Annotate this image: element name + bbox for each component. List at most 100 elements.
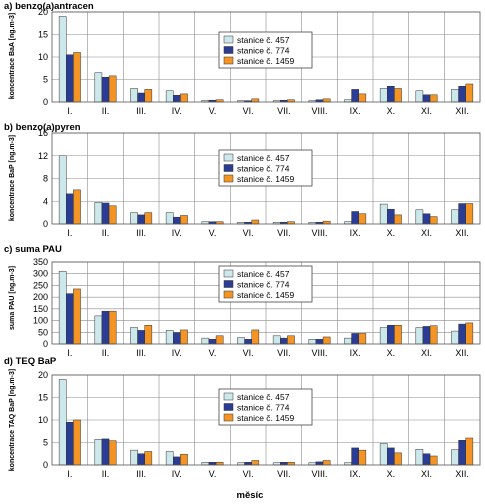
panel-b-bar (130, 212, 138, 225)
panel-a-bar (415, 90, 424, 103)
panel-d-bar (280, 462, 288, 466)
legend-swatch (223, 153, 234, 162)
panel-c-bar (237, 337, 245, 345)
panel-d-bar (108, 440, 117, 466)
panel-b-bar (101, 202, 110, 225)
legend-box (218, 31, 313, 69)
panel-d-bar (379, 443, 388, 466)
legend-label: stanice č. 774 (237, 46, 290, 56)
x-axis-title: měsíc (237, 490, 264, 501)
legend-swatch (223, 290, 234, 299)
panel-c-bar (287, 335, 295, 345)
panel-c-xtick: IV. (172, 348, 182, 358)
legend-swatch (223, 280, 234, 288)
panel-b-ytick: 12 (38, 151, 48, 161)
panel-c-ytick: 300 (33, 269, 48, 279)
panel-a-bar (351, 89, 359, 103)
panel-b-bar (137, 214, 145, 225)
panel-a-bar (387, 86, 395, 103)
legend-label: stanice č. 1459 (237, 56, 294, 66)
panel-c-bar (458, 323, 466, 345)
panel-c-bar (344, 337, 352, 345)
panel-d-xtick: I. (67, 469, 72, 479)
panel-b-bar (451, 209, 459, 225)
panel-c-bar (173, 332, 181, 345)
panel-a-bar (422, 94, 431, 103)
panel-a-bar (251, 98, 260, 103)
panel-b-bar (351, 211, 359, 225)
panel-b-xtick: VIII. (311, 228, 327, 238)
panel-b-xtick: VI. (243, 228, 254, 238)
panel-d-bar (215, 462, 224, 466)
panel-b-bar (251, 219, 260, 225)
legend-swatch (223, 174, 234, 183)
panel-b-xtick: X. (387, 228, 396, 238)
panel-d-bar (244, 462, 252, 466)
panel-d-bar (251, 460, 260, 466)
panel-b-bar (379, 203, 388, 225)
panel-c-bar (387, 325, 395, 345)
panel-d-bar (358, 449, 367, 466)
panel-d-bar (287, 462, 295, 466)
panel-b-bar (58, 155, 67, 225)
panel-b-bar (108, 205, 117, 225)
legend-box (218, 265, 313, 303)
panel-a-bar (458, 86, 466, 103)
panel-d-xtick: VI. (243, 469, 254, 479)
panel-b-xtick: III. (136, 228, 146, 238)
panel-d-ylabel: koncentrace TAQ BaP [ng.m-3] (9, 369, 16, 471)
panel-b-bar (144, 212, 153, 225)
panel-b-xtick: V. (209, 228, 217, 238)
panel-c-xtick: VII. (277, 348, 291, 358)
panel-d-bar (201, 462, 210, 466)
panel-d-bar (451, 449, 459, 466)
panel-a-xtick: IX. (350, 106, 361, 116)
panel-b-bar (458, 203, 466, 225)
legend-label: stanice č. 457 (237, 269, 290, 279)
panel-b-bar (73, 189, 81, 225)
panel-d-xtick: VIII. (311, 469, 327, 479)
panel-c-xtick: V. (209, 348, 217, 358)
panel-a-bar (173, 95, 181, 103)
panel-d-xtick: II. (102, 469, 110, 479)
panel-d-xtick: V. (209, 469, 217, 479)
legend-swatch (223, 56, 234, 65)
panel-a-title: a) benzo(a)antracen (4, 1, 94, 12)
panel-d-bar (422, 453, 431, 466)
panel-a-bar (180, 93, 188, 103)
legend-label: stanice č. 1459 (237, 290, 294, 300)
panel-c-bar (144, 325, 153, 345)
panel-a-xtick: XII. (455, 106, 469, 116)
panel-c-bar (272, 335, 281, 345)
panel-a-xtick: II. (102, 106, 110, 116)
panel-c-xtick: I. (67, 348, 72, 358)
panel-a-bar (66, 54, 74, 103)
panel-b-xtick: IV. (172, 228, 182, 238)
panel-c-bar (208, 339, 217, 345)
panel-c-bar (73, 288, 81, 345)
panel-a-xtick: VIII. (311, 106, 327, 116)
legend-swatch (223, 46, 234, 54)
legend-swatch (223, 403, 234, 411)
panel-a-bar (94, 72, 103, 103)
legend-swatch (223, 35, 234, 44)
panel-d-bar (180, 453, 188, 466)
panel-c-bar (280, 337, 288, 345)
panel-d-bar (465, 437, 474, 466)
panel-a-bar (144, 89, 153, 103)
panel-d-bar (144, 451, 153, 466)
panel-c-bar (379, 327, 388, 345)
panel-a-ytick: 15 (38, 30, 48, 40)
panel-b-xtick: VII. (277, 228, 291, 238)
panel-a-xtick: XI. (421, 106, 432, 116)
panel-b-ytick: 4 (43, 196, 48, 206)
legend-box (218, 149, 313, 187)
panel-b-ytick: 16 (38, 128, 48, 138)
panel-d-xtick: XI. (421, 469, 432, 479)
panel-c-bar (130, 327, 138, 345)
panel-d-bar (173, 456, 181, 466)
panel-c-xtick: XI. (421, 348, 432, 358)
panel-b-ylabel: koncentrace BaP [ng.m-3] (9, 135, 16, 221)
